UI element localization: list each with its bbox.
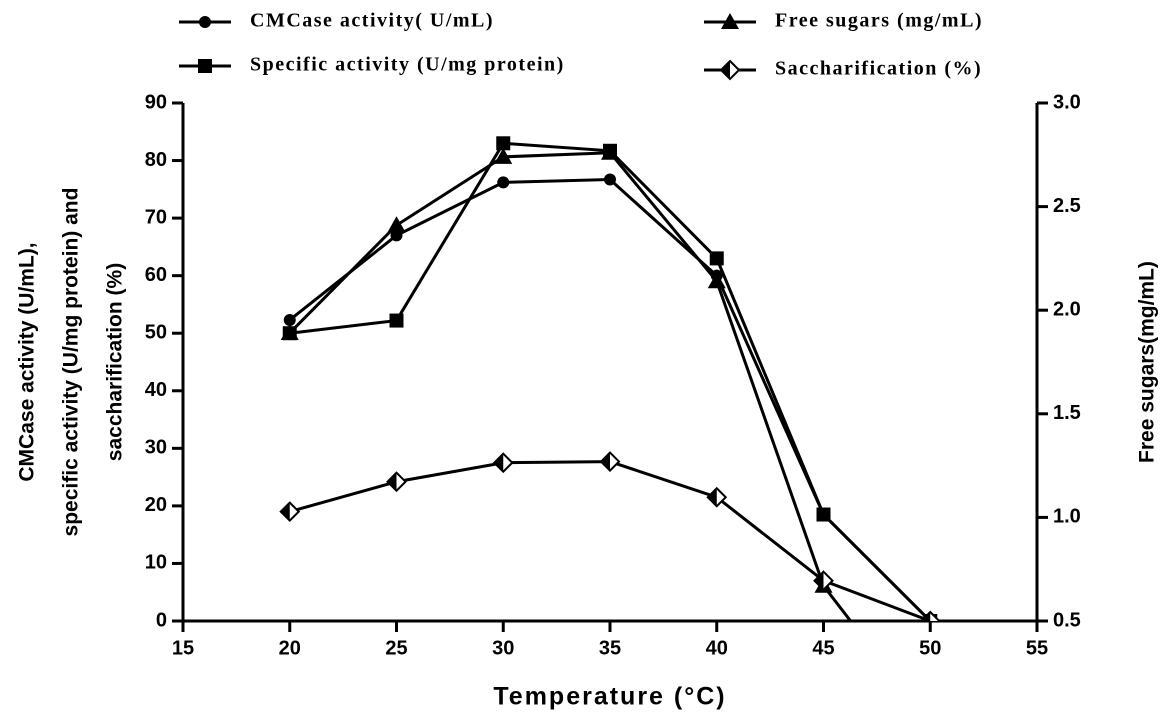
marker xyxy=(604,173,616,186)
y-tick-label: 20 xyxy=(145,494,167,516)
marker xyxy=(813,570,834,592)
marker xyxy=(494,147,513,164)
legend-label: Free sugars (mg/mL) xyxy=(775,10,983,32)
y2-axis-title: Free sugars(mg/mL) xyxy=(1136,261,1159,463)
y-tick-label: 0 xyxy=(156,609,167,631)
series-line xyxy=(288,178,932,621)
marker-half xyxy=(921,612,931,621)
marker xyxy=(497,176,510,189)
y2-tick-label: 1.0 xyxy=(1053,506,1081,528)
y-axis-title: saccharification (%) xyxy=(104,263,127,461)
marker xyxy=(387,216,406,233)
y-tick-label: 80 xyxy=(145,149,167,171)
marker-half xyxy=(721,61,730,79)
y-tick-label: 40 xyxy=(145,379,167,401)
y2-tick-label: 0.5 xyxy=(1053,609,1081,631)
marker xyxy=(279,501,301,523)
y-tick-label: 10 xyxy=(145,552,167,574)
y2-tick-label: 2.5 xyxy=(1053,195,1081,217)
marker xyxy=(816,507,831,522)
marker-half xyxy=(707,488,717,507)
x-tick-label: 55 xyxy=(1026,637,1048,659)
marker-half xyxy=(814,571,824,590)
marker xyxy=(199,16,211,28)
marker xyxy=(599,451,621,472)
plot-area xyxy=(279,136,941,621)
marker xyxy=(603,143,617,158)
y2-tick-label: 2.0 xyxy=(1053,298,1081,320)
marker xyxy=(390,229,403,242)
marker xyxy=(709,251,724,266)
y-tick-label: 90 xyxy=(145,91,167,113)
y-tick-label: 50 xyxy=(145,322,167,344)
legend-label: CMCase activity( U/mL) xyxy=(250,10,494,32)
x-tick-label: 50 xyxy=(919,637,941,659)
y-tick-label: 30 xyxy=(145,437,167,459)
marker xyxy=(386,471,407,493)
marker xyxy=(719,59,741,81)
marker xyxy=(721,13,739,29)
x-tick-label: 25 xyxy=(385,637,407,659)
legend-label: Saccharification (%) xyxy=(775,58,982,80)
y-tick-label: 70 xyxy=(145,206,167,228)
marker xyxy=(283,313,296,326)
series-line xyxy=(289,141,932,621)
marker xyxy=(492,452,514,474)
marker-half xyxy=(280,502,290,521)
marker-half xyxy=(494,453,504,472)
x-tick-label: 45 xyxy=(812,637,834,659)
marker xyxy=(919,610,941,621)
y-axis-title: CMCase activity (U/mL), xyxy=(16,242,39,481)
series-line xyxy=(289,460,931,621)
x-tick-label: 20 xyxy=(279,637,301,659)
y-tick-label: 60 xyxy=(145,264,167,286)
marker xyxy=(496,136,511,151)
marker xyxy=(198,59,212,73)
legend-label: Specific activity (U/mg protein) xyxy=(250,54,565,76)
x-tick-label: 15 xyxy=(172,637,194,659)
x-tick-label: 35 xyxy=(599,637,621,659)
marker xyxy=(707,272,726,289)
x-tick-label: 40 xyxy=(706,637,728,659)
y-axis-title: specific activity (U/mg protein) and xyxy=(60,188,83,537)
y2-tick-label: 3.0 xyxy=(1053,91,1081,113)
marker xyxy=(706,486,728,508)
marker xyxy=(282,326,297,341)
y2-tick-label: 1.5 xyxy=(1053,402,1081,424)
x-tick-label: 30 xyxy=(492,637,514,659)
x-axis-title: Temperature (°C) xyxy=(493,683,726,711)
marker-half xyxy=(387,472,397,491)
marker xyxy=(389,313,404,328)
marker-half xyxy=(601,452,610,471)
